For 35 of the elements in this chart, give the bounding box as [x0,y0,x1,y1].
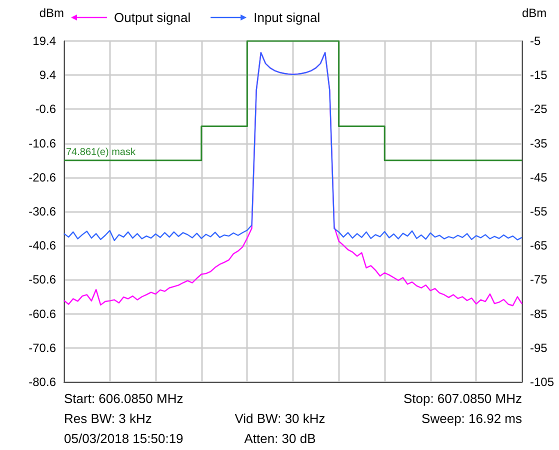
y-tick-label: -70.6 [28,340,56,355]
y2-tick-label: -25 [530,102,548,116]
y2-tick-label: -105 [530,375,554,389]
y-tick-label: 19.4 [32,34,56,48]
y2-tick-label: -95 [530,340,548,355]
y2-tick-label: -45 [530,170,548,184]
y-tick-label: -50.6 [28,272,56,287]
text: Start: 606.0850 MHz [64,391,184,406]
line-series [63,52,523,242]
text: Res BW: 3 kHz [64,411,152,426]
y-tick-label: -60.6 [28,306,56,321]
y2-tick-label: -85 [530,306,548,321]
text: Sweep: 16.92 ms [422,411,522,426]
text: Atten: 30 dB [244,431,316,446]
y2-tick-label: -35 [530,136,548,150]
text: Stop: 607.0850 MHz [403,391,522,406]
y2-tick-label: -55 [530,204,548,218]
y-tick-label: 9.4 [39,68,56,82]
text: 05/03/2018 15:50:19 [64,431,184,446]
legend-label: Output signal [114,10,191,25]
y-tick-label: -30.6 [28,204,56,218]
series-label: 74.861(e) mask [66,146,136,158]
y2-tick-label: -65 [530,238,548,253]
text: Vid BW: 30 kHz [234,411,326,426]
y-tick-label: -10.6 [28,136,56,150]
y-tick-label: -20.6 [28,170,56,184]
y-tick-label: -80.6 [28,375,56,389]
y-tick-label: -40.6 [28,238,56,253]
y-tick-label: -0.6 [35,102,56,116]
y2-tick-label: -15 [530,68,548,82]
y-axis-title: dBm [39,6,64,20]
legend-label: Input signal [254,10,320,25]
y2-axis-title: dBm [522,6,547,20]
y2-tick-label: -75 [530,272,548,287]
y2-tick-label: -5 [530,34,541,48]
